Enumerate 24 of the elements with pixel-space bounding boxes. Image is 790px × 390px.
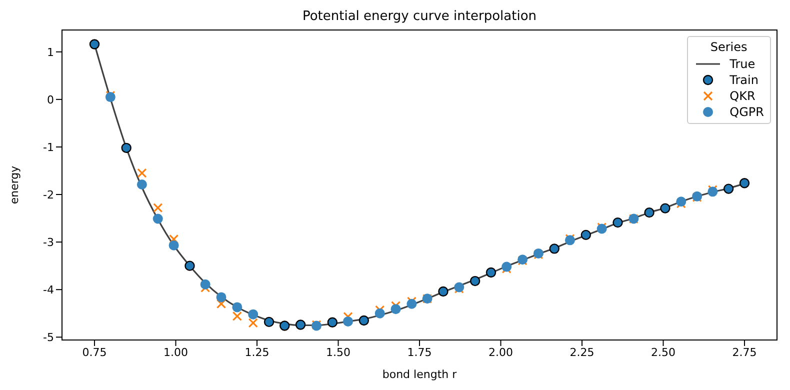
y-tick-label: 1 (47, 46, 54, 59)
y-axis-title: energy (8, 165, 21, 204)
legend-title: Series (709, 40, 748, 54)
y-tick-label: -5 (43, 331, 54, 344)
x-tick-label: 2.25 (570, 346, 594, 359)
x-tick-label: 1.00 (164, 346, 188, 359)
y-tick-label: 0 (47, 93, 54, 106)
legend-label: True (730, 56, 756, 72)
x-tick-label: 1.50 (326, 346, 350, 359)
chart-title: Potential energy curve interpolation (302, 9, 537, 24)
x-tick-label: 2.75 (732, 346, 757, 359)
y-tick-label: -1 (43, 140, 54, 154)
x-tick-label: 2.50 (651, 346, 676, 359)
x-tick-label: 2.00 (488, 346, 513, 359)
x-axis-title: bond length r (382, 368, 458, 381)
x-tick-label: 1.75 (407, 346, 432, 359)
y-tick-label: -3 (43, 236, 54, 249)
legend-label: QKR (730, 88, 756, 104)
y-tick-label: -2 (43, 188, 54, 202)
x-tick-label: 0.75 (82, 346, 107, 359)
y-tick-label: -4 (43, 284, 54, 297)
legend-label: QGPR (730, 104, 764, 120)
legend-label: Train (730, 72, 758, 88)
x-tick-label: 1.25 (244, 346, 270, 359)
